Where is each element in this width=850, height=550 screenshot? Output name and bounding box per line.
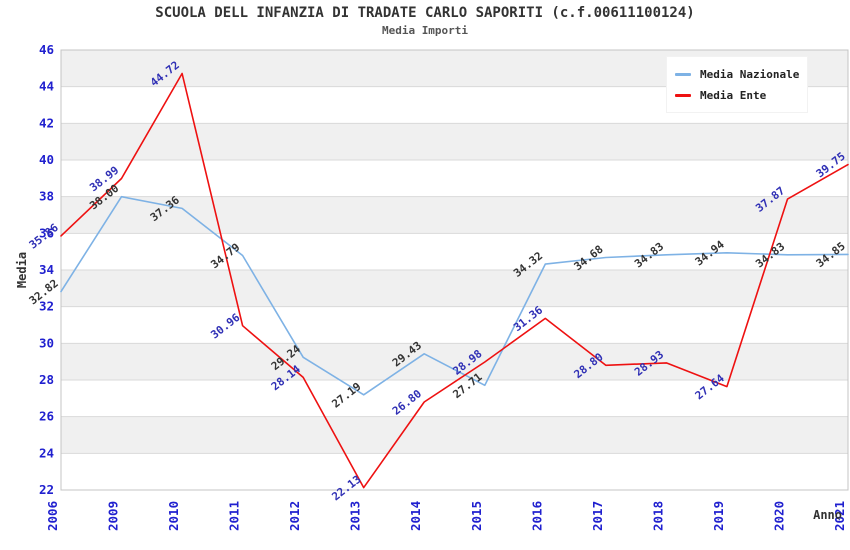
x-tick-label: 2013	[348, 501, 363, 531]
data-label-media-ente: 22.13	[329, 473, 363, 504]
y-tick-label: 46	[39, 42, 54, 57]
x-tick-label: 2016	[529, 501, 544, 531]
plot-band	[61, 343, 848, 380]
x-tick-label: 2011	[227, 501, 242, 531]
y-tick-label: 30	[39, 335, 54, 350]
plot-band	[61, 196, 848, 234]
data-label-media-nazionale: 34.79	[208, 241, 242, 272]
x-tick-label: 2020	[771, 501, 786, 531]
legend-label-nazionale: Media Nazionale	[700, 68, 800, 81]
x-tick-label: 2019	[711, 501, 726, 531]
legend-dash-nazionale-icon	[675, 73, 691, 76]
plot-band	[61, 270, 848, 307]
y-tick-label: 34	[39, 262, 54, 277]
y-tick-label: 28	[39, 372, 54, 387]
x-tick-label: 2018	[650, 501, 665, 531]
x-tick-label: 2017	[590, 501, 605, 531]
legend-dash-ente-icon	[675, 94, 691, 97]
data-label-media-ente: 26.80	[390, 387, 424, 418]
y-tick-label: 32	[39, 299, 54, 314]
x-tick-label: 2021	[832, 501, 847, 531]
x-tick-label: 2015	[469, 501, 484, 531]
y-tick-label: 36	[39, 225, 54, 240]
y-tick-label: 40	[39, 152, 54, 167]
y-tick-label: 44	[39, 79, 54, 94]
chart-subtitle: Media Importi	[381, 24, 469, 37]
x-axis-title: Anno	[813, 508, 842, 522]
plot-band	[61, 123, 848, 160]
data-label-media-ente: 31.36	[511, 303, 545, 334]
x-tick-label: 2010	[166, 501, 181, 531]
plot-border	[60, 49, 849, 491]
legend-item-media-nazionale: Media Nazionale	[675, 64, 799, 85]
x-tick-label: 2012	[287, 501, 302, 531]
y-tick-label: 38	[39, 189, 54, 204]
series-line-media-ente	[60, 72, 849, 489]
data-label-media-ente: 30.96	[208, 311, 242, 342]
x-tick-label: 2006	[45, 501, 60, 531]
series-line-media-nazionale	[60, 195, 849, 396]
y-tick-label: 42	[39, 115, 54, 130]
legend-label-ente: Media Ente	[700, 89, 767, 102]
y-tick-label: 24	[39, 445, 54, 460]
chart-title: SCUOLA DELL INFANZIA DI TRADATE CARLO SA…	[155, 5, 695, 21]
chart-legend: Media Nazionale Media Ente	[666, 56, 808, 113]
x-tick-label: 2009	[106, 501, 121, 531]
y-axis-title: Media	[15, 252, 29, 288]
legend-item-media-ente: Media Ente	[675, 85, 799, 106]
plot-band	[61, 416, 848, 454]
y-tick-label: 26	[39, 409, 54, 424]
y-tick-label: 22	[39, 482, 54, 497]
x-tick-label: 2014	[408, 501, 423, 531]
